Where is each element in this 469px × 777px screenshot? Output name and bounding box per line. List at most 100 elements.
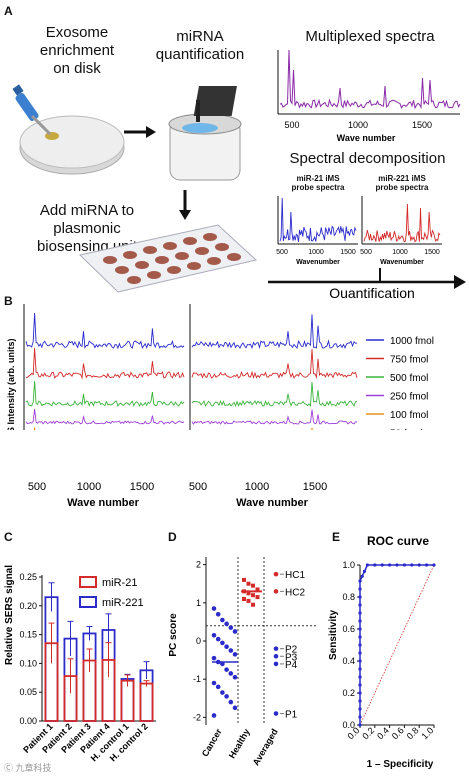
y-axis-label: Relative SERS signal <box>4 565 15 665</box>
cancer-point <box>211 680 217 686</box>
spectrum-line <box>191 314 358 350</box>
tick-label: 500 <box>189 481 207 493</box>
cancer-point <box>228 699 234 705</box>
tick-label: 0.4 <box>375 725 391 741</box>
cancer-point <box>224 644 229 650</box>
mir221-probe-plot: 500 1000 1500 Wavenumber <box>360 196 442 266</box>
roc-point <box>358 715 362 719</box>
spectrum-line <box>311 427 313 430</box>
tick-label: 1500 <box>424 249 440 256</box>
step-add-mirna-label: Add miRNA to plasmonic biosensing unit <box>22 202 152 256</box>
cancer-point <box>224 694 229 699</box>
bar <box>139 682 154 722</box>
roc-point <box>410 563 414 567</box>
roc-point <box>358 691 362 695</box>
roc-point <box>373 563 377 567</box>
point-label: P3 <box>285 652 298 663</box>
step-exosome-line1: Exosome <box>45 24 109 41</box>
x-axis-label: Wavenumber <box>380 259 424 266</box>
averaged-point <box>273 646 279 651</box>
cancer-point <box>215 611 221 617</box>
x-axis-label: Wavenumber <box>296 259 340 266</box>
averaged-point <box>273 661 279 667</box>
panel-b-spectra: SERS Intensity (arb. units) 1000 fmol 750… <box>6 304 434 430</box>
averaged-point <box>273 653 279 659</box>
group-label: Cancer <box>200 727 224 759</box>
cancer-point <box>220 661 225 667</box>
cancer-point <box>211 606 217 611</box>
roc-point <box>360 574 364 578</box>
spectrum-line <box>191 349 358 380</box>
y-axis-label: PC score <box>168 613 179 657</box>
cancer-point <box>232 705 238 711</box>
tick-label: 1500 <box>130 481 154 493</box>
roc-point <box>358 587 362 591</box>
spectrum-line <box>25 312 185 350</box>
tick-label: 500 <box>276 249 288 256</box>
roc-point <box>358 619 362 623</box>
x-axis-label: 1 – Specificity <box>367 759 434 770</box>
mir21-probe-plot: 500 1000 1500 Wavenumber <box>276 196 358 266</box>
spectrum-line <box>191 409 358 425</box>
cancer-point <box>228 648 234 653</box>
roc-point <box>358 707 362 711</box>
tick-label: 0.0 <box>342 720 355 730</box>
step-add-line1: Add miRNA to <box>39 202 135 219</box>
pipette-icon <box>12 84 52 136</box>
probe-221-label: miR-221 iMS probe spectra <box>362 174 442 192</box>
legend-label: 100 fmol <box>390 410 428 421</box>
spectrum-line <box>33 427 36 430</box>
roc-point <box>425 563 429 567</box>
tick-label: 0.10 <box>19 658 37 668</box>
cancer-point <box>228 625 234 630</box>
point-label: HC1 <box>285 570 305 581</box>
probe-21-line1: miR-21 iMS <box>296 174 340 183</box>
group-label: Healthy <box>227 727 252 760</box>
averaged-point <box>273 571 279 577</box>
legend-label: 500 fmol <box>390 373 428 384</box>
tick-label: 1000 <box>308 249 324 256</box>
roc-point <box>417 563 421 567</box>
cancer-point <box>220 640 225 646</box>
tick-label: 0.20 <box>19 601 37 611</box>
instrument-icon <box>168 86 242 181</box>
roc-point <box>358 611 362 615</box>
cancer-point <box>232 674 238 680</box>
quantification-label: Quantification <box>329 285 415 298</box>
cancer-point <box>215 636 221 642</box>
roc-point <box>358 667 362 671</box>
tick-label: 0.6 <box>390 725 406 741</box>
tick-label: 1000 <box>77 481 101 493</box>
tick-label: 0.25 <box>19 572 37 582</box>
watermark: Ⓒ 九章科技 <box>4 763 52 773</box>
workflow-illustration <box>12 84 258 293</box>
tick-label: 1500 <box>340 249 356 256</box>
cancer-point <box>211 655 217 661</box>
y-axis-label: Sensitivity <box>328 610 339 660</box>
panel-e-roc: ROC curve Sensitivity 1 – Specificity 0.… <box>328 535 436 770</box>
x-axis-label: Wave number <box>337 133 396 143</box>
healthy-point <box>246 591 251 596</box>
mir221-spectrum-line <box>363 203 441 243</box>
tick-label: -1 <box>193 674 201 684</box>
averaged-point <box>273 711 279 716</box>
roc-point <box>358 643 362 647</box>
panel-d-letter: D <box>168 530 177 544</box>
legend-swatch <box>79 576 97 588</box>
cancer-point <box>211 713 217 718</box>
roc-point <box>362 569 367 573</box>
panel-b-letter: B <box>4 294 13 308</box>
biosensing-plate-icon <box>78 224 258 293</box>
tick-label: 0.6 <box>342 624 355 634</box>
point-label: P4 <box>285 660 298 671</box>
step-add-line2: plasmonic <box>53 220 121 237</box>
tick-label: 0 <box>196 636 201 646</box>
panel-c-bar-chart: Relative SERS signal 0.00 0.05 0.10 0.15 0.2… <box>4 565 156 763</box>
tick-label: -2 <box>193 712 201 722</box>
spectrum-line <box>25 408 185 425</box>
tick-label: 0.8 <box>342 592 355 602</box>
roc-point <box>380 563 384 567</box>
step-mirna-line2: quantification <box>155 46 245 63</box>
probe-21-label: miR-21 iMS probe spectra <box>278 174 358 192</box>
tick-label: 2 <box>196 560 201 570</box>
